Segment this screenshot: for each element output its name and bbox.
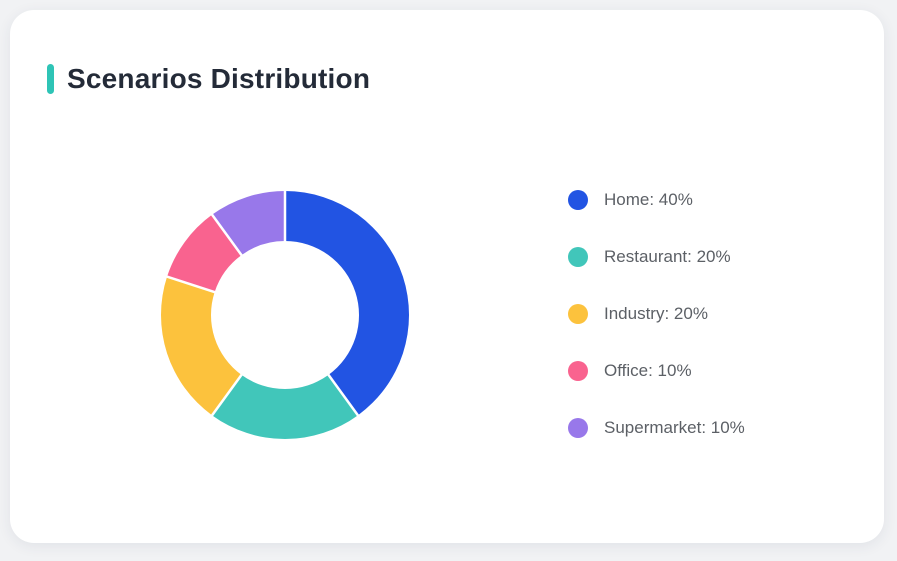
legend-dot-restaurant	[568, 247, 588, 267]
pie-slice-restaurant[interactable]	[212, 374, 358, 440]
legend-dot-industry	[568, 304, 588, 324]
legend-label: Restaurant: 20%	[604, 247, 731, 266]
pie-slice-office[interactable]	[167, 214, 242, 293]
chart-legend: Home: 40% Restaurant: 20% Industry: 20% Off…	[568, 188, 745, 473]
pie-slice-home[interactable]	[285, 191, 410, 416]
card-header: Scenarios Distribution	[47, 63, 370, 95]
scenarios-distribution-card: Scenarios Distribution Home: 40% Restaura…	[10, 10, 884, 543]
legend-item-supermarket[interactable]: Supermarket: 10%	[568, 416, 745, 440]
legend-dot-office	[568, 361, 588, 381]
slice-separator	[210, 372, 244, 418]
legend-label: Office: 10%	[604, 361, 692, 380]
legend-label: Home: 40%	[604, 190, 693, 209]
legend-item-restaurant[interactable]: Restaurant: 20%	[568, 245, 745, 269]
title-accent-bar	[47, 64, 54, 94]
legend-item-office[interactable]: Office: 10%	[568, 359, 745, 383]
donut-chart	[160, 189, 410, 440]
slice-separator	[326, 372, 360, 418]
slice-separator	[210, 212, 244, 258]
legend-item-home[interactable]: Home: 40%	[568, 188, 745, 212]
card-title: Scenarios Distribution	[67, 63, 371, 94]
legend-dot-home	[568, 190, 588, 210]
pie-slice-industry[interactable]	[160, 276, 242, 416]
legend-label: Industry: 20%	[604, 304, 708, 323]
legend-dot-supermarket	[568, 418, 588, 438]
legend-label: Supermarket: 10%	[604, 418, 745, 437]
legend-item-industry[interactable]: Industry: 20%	[568, 302, 745, 326]
slice-separator	[165, 275, 217, 294]
